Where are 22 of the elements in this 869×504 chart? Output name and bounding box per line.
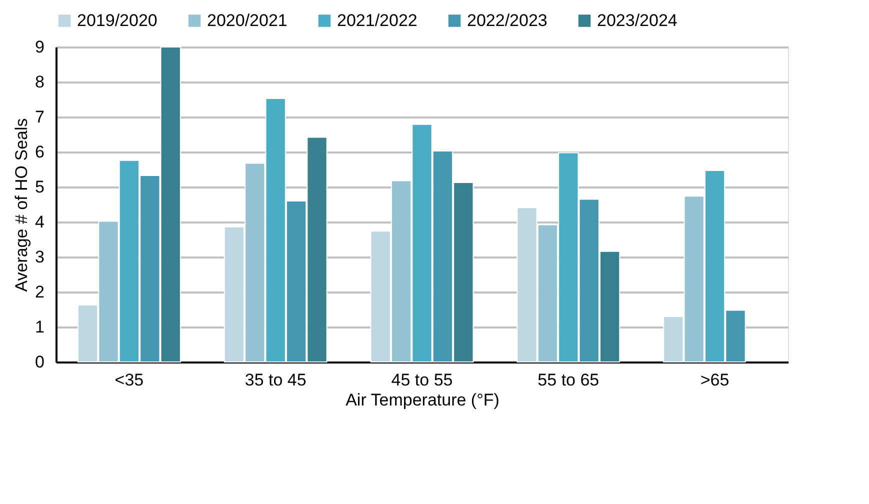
y-tick-label: 2 xyxy=(35,282,44,302)
y-tick-label: 9 xyxy=(35,38,44,56)
x-tick-label: 55 to 65 xyxy=(538,370,600,390)
legend-label: 2021/2022 xyxy=(337,10,418,30)
x-tick-label: 35 to 45 xyxy=(244,370,306,390)
legend-label: 2019/2020 xyxy=(77,10,158,30)
y-tick-label: 8 xyxy=(35,72,44,92)
y-tick-label: 7 xyxy=(35,108,44,126)
x-tick-label: >65 xyxy=(700,370,730,390)
legend-label: 2020/2021 xyxy=(207,10,288,30)
x-tick-label: 45 to 55 xyxy=(391,370,453,390)
y-tick-label: 4 xyxy=(35,212,44,232)
x-axis-title: Air Temperature (°F) xyxy=(346,390,500,410)
y-tick-label: 1 xyxy=(35,318,44,336)
y-axis-title: Average # of HO Seals xyxy=(12,118,32,292)
legend-label: 2023/2024 xyxy=(597,10,678,30)
y-tick-label: 3 xyxy=(35,248,44,266)
y-tick-label: 6 xyxy=(35,142,44,162)
x-tick-label: <35 xyxy=(114,370,144,390)
y-tick-label: 0 xyxy=(35,352,44,372)
y-tick-label: 5 xyxy=(35,178,44,196)
legend-label: 2022/2023 xyxy=(467,10,548,30)
